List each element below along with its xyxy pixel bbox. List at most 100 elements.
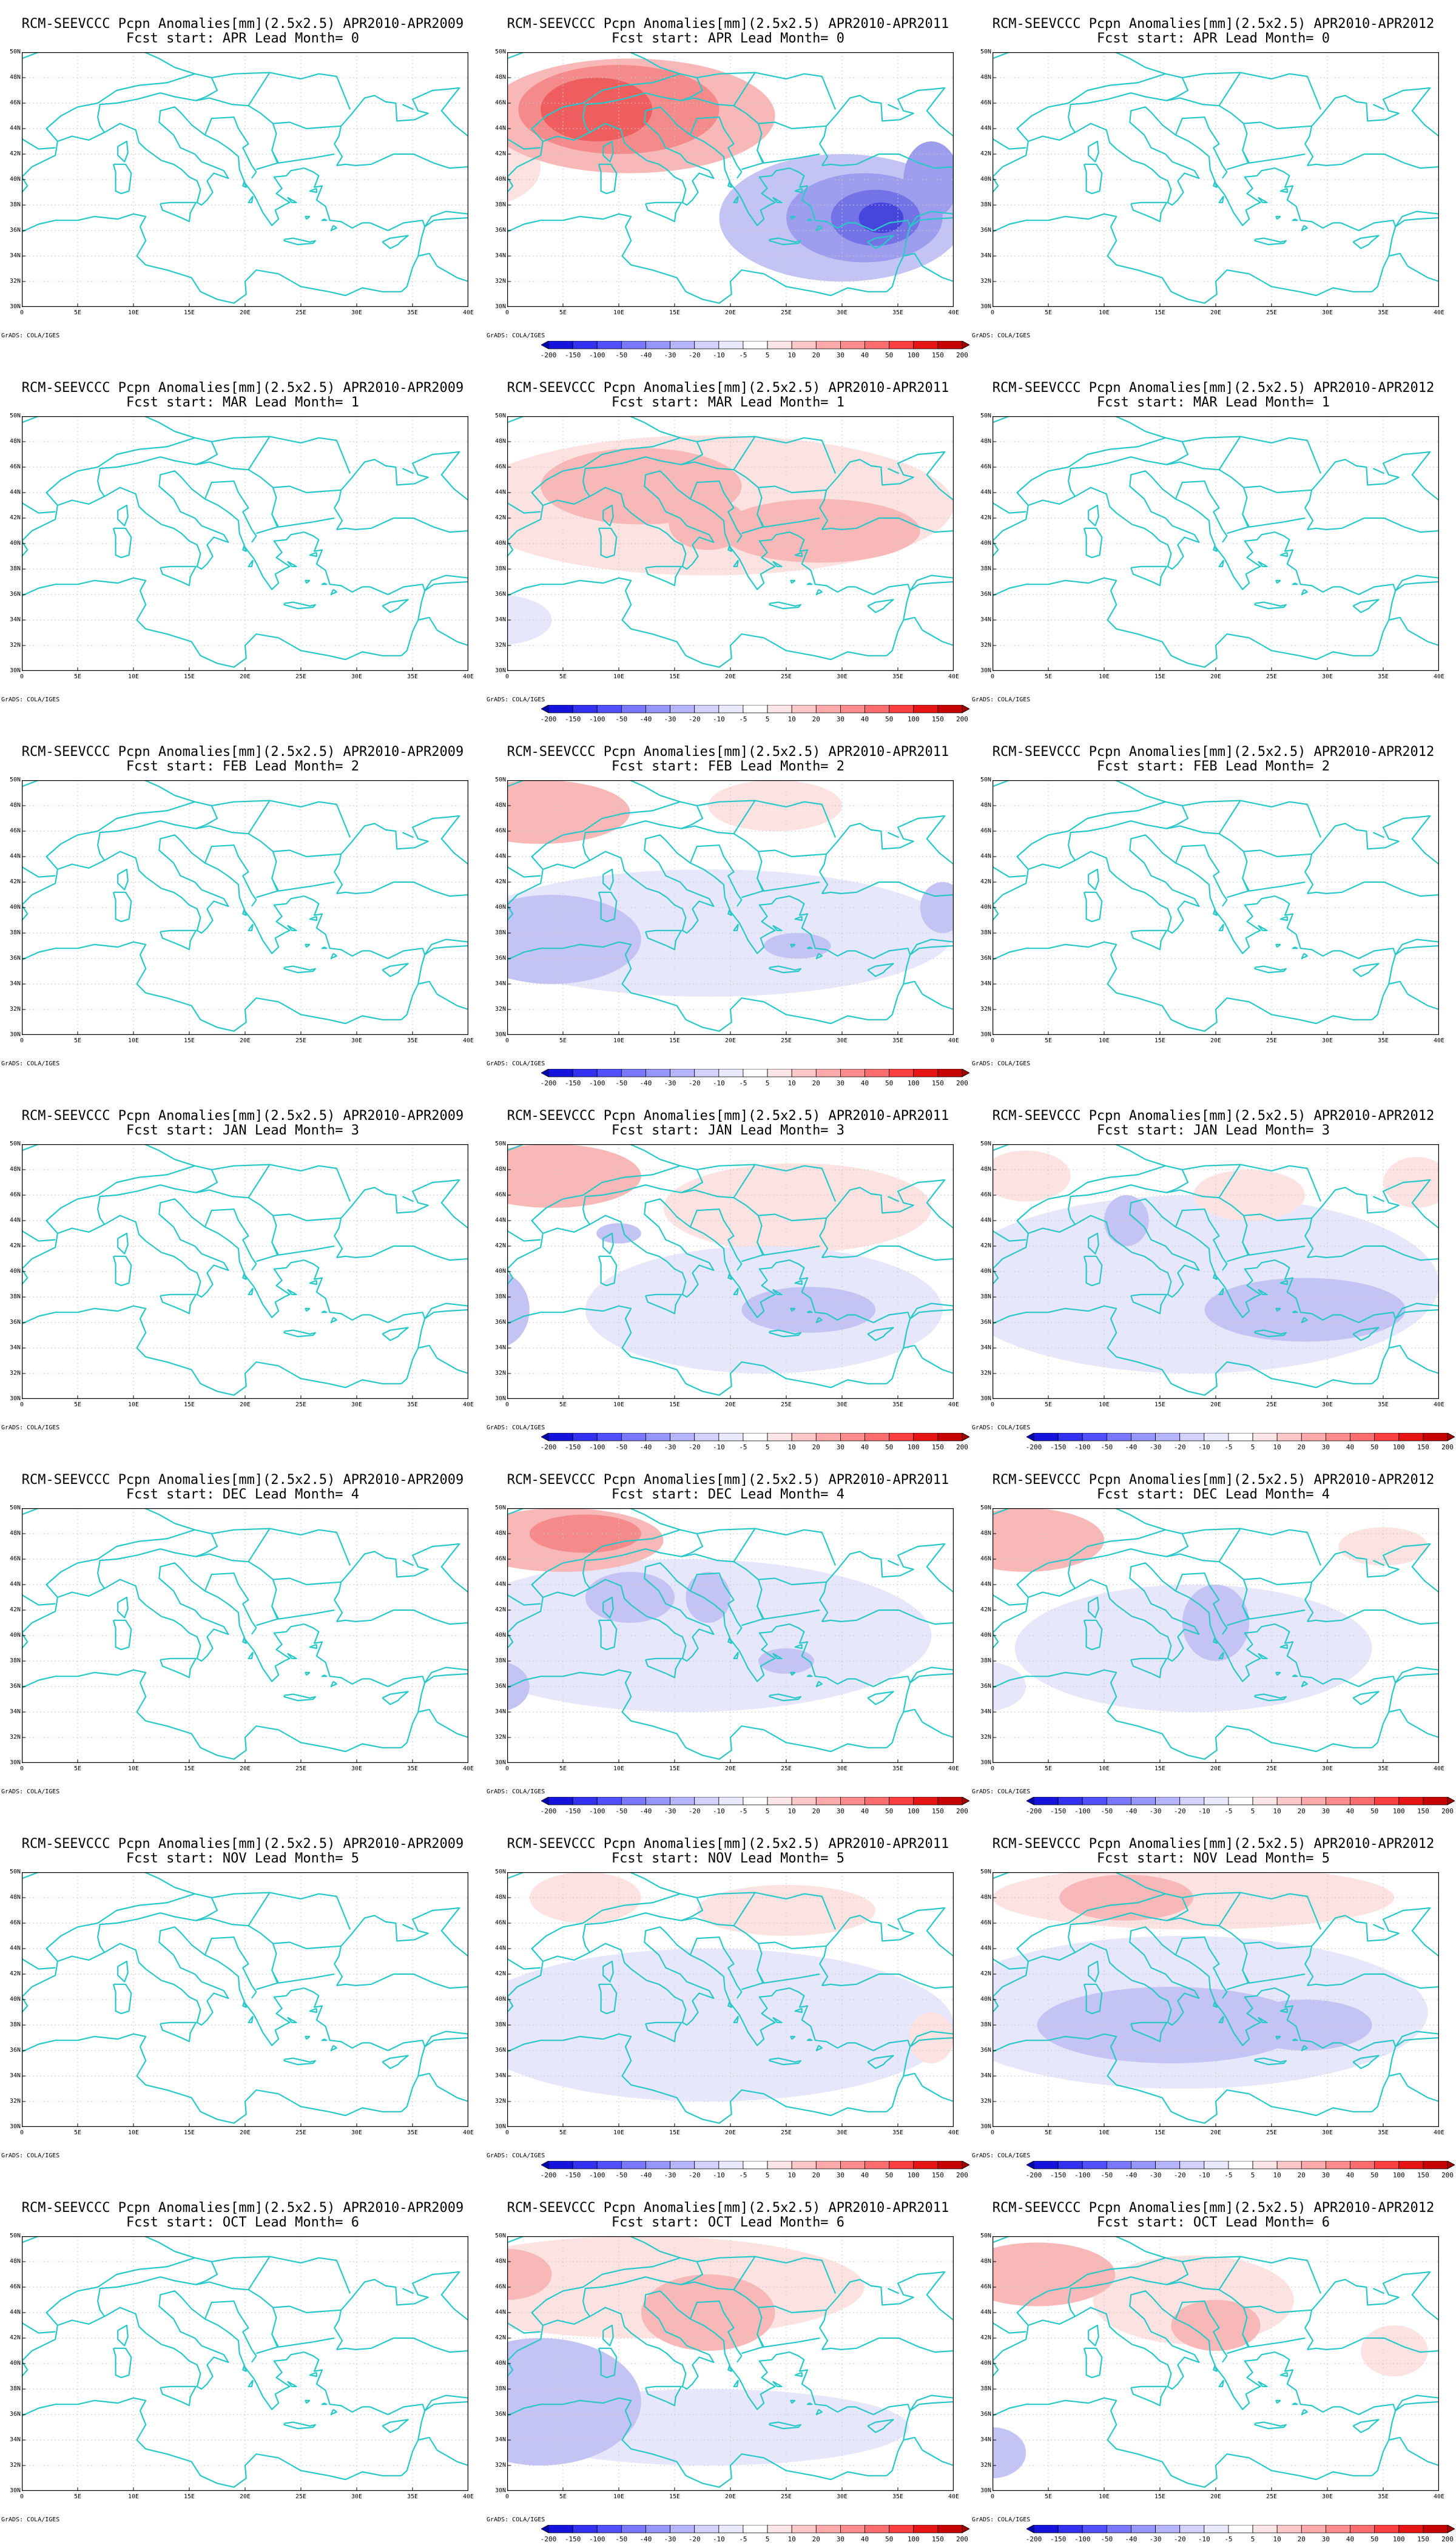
anomaly-area-negative-5 <box>596 1223 641 1244</box>
lat-tick-label: 34N <box>9 616 21 623</box>
panel-title: RCM-SEEVCCC Pcpn Anomalies[mm](2.5x2.5) … <box>21 1472 464 1488</box>
grads-credit: GrADS: COLA/IGES <box>1 1788 60 1795</box>
colorbar-label: 30 <box>837 1807 844 1815</box>
lon-tick-label: 15E <box>183 1401 195 1408</box>
lon-tick-label: 35E <box>406 309 419 316</box>
panel-subtitle: Fcst start: DEC Lead Month= 4 <box>611 1487 845 1502</box>
lon-tick-label: 30E <box>836 1037 848 1044</box>
colorbar-swatch <box>694 2161 720 2169</box>
lon-tick-label: 0 <box>505 1401 510 1408</box>
colorbar-swatch <box>889 1069 914 1077</box>
colorbar-label: 200 <box>956 1807 968 1815</box>
map-area <box>22 2236 468 2491</box>
colorbar-swatch <box>791 2161 817 2169</box>
colorbar-label: -50 <box>1100 2535 1113 2543</box>
colorbar-label: -50 <box>615 2171 627 2179</box>
lat-tick-label: 46N <box>9 99 21 106</box>
lon-tick-label: 20E <box>239 1037 251 1044</box>
colorbar-min-arrow <box>541 1797 549 1805</box>
anomaly-area-negative-5 <box>903 141 954 218</box>
colorbar-swatch <box>1228 1797 1253 1805</box>
colorbar-label: 10 <box>1273 1443 1281 1451</box>
lon-tick-label: 25E <box>1266 1401 1278 1408</box>
colorbar-label: 5 <box>1251 1443 1255 1451</box>
colorbar-swatch <box>1082 1797 1107 1805</box>
lat-tick-label: 30N <box>9 303 21 310</box>
colorbar-swatch <box>1082 2161 1107 2169</box>
map-panel-r1c2: RCM-SEEVCCC Pcpn Anomalies[mm](2.5x2.5) … <box>485 0 971 364</box>
colorbar-swatch <box>1033 1433 1059 1441</box>
colorbar-label: -40 <box>640 351 652 359</box>
lon-tick-label: 0 <box>990 1037 995 1044</box>
lat-tick-label: 30N <box>494 1395 506 1402</box>
lon-tick-label: 30E <box>836 2129 848 2136</box>
colorbar-label: 5 <box>766 2171 770 2179</box>
map-panel-r4c1: RCM-SEEVCCC Pcpn Anomalies[mm](2.5x2.5) … <box>0 1092 485 1456</box>
colorbar-label: -30 <box>1150 1443 1162 1451</box>
lat-tick-label: 40N <box>9 2360 21 2367</box>
colorbar-label: -50 <box>615 1807 627 1815</box>
map-panel-r1c3: RCM-SEEVCCC Pcpn Anomalies[mm](2.5x2.5) … <box>971 0 1456 364</box>
colorbar-label: -200 <box>1026 2171 1042 2179</box>
colorbar-label: 20 <box>1298 2535 1306 2543</box>
map-panel-r2c3: RCM-SEEVCCC Pcpn Anomalies[mm](2.5x2.5) … <box>971 364 1456 728</box>
map-area <box>507 416 954 671</box>
lon-tick-label: 0 <box>990 309 995 316</box>
panel-subtitle: Fcst start: DEC Lead Month= 4 <box>1096 1487 1330 1502</box>
colorbar-label: -20 <box>689 351 701 359</box>
lat-tick-label: 40N <box>980 1268 991 1275</box>
map-svg <box>22 1872 468 2127</box>
map-svg <box>507 1872 954 2127</box>
colorbar-swatch <box>937 705 963 713</box>
colorbar-swatch <box>645 341 670 349</box>
colorbar-min-arrow <box>541 2161 549 2169</box>
map-panel-r5c3: RCM-SEEVCCC Pcpn Anomalies[mm](2.5x2.5) … <box>971 1456 1456 1820</box>
colorbar-label: -5 <box>739 2535 747 2543</box>
colorbar-swatch <box>1350 2161 1375 2169</box>
grads-credit: GrADS: COLA/IGES <box>1 1424 60 1431</box>
colorbar-label: -100 <box>1074 2535 1091 2543</box>
colorbar-label: 50 <box>885 2171 893 2179</box>
colorbar-label: 5 <box>766 351 770 359</box>
lat-tick-label: 34N <box>494 616 506 623</box>
lat-tick-label: 44N <box>980 853 991 860</box>
lat-tick-label: 48N <box>494 438 506 445</box>
colorbar-swatch <box>913 1069 939 1077</box>
colorbar-swatch <box>621 341 646 349</box>
colorbar-label: 40 <box>861 1079 869 1087</box>
colorbar-swatch <box>1057 2161 1083 2169</box>
colorbar-label: 100 <box>908 2171 920 2179</box>
lat-tick-label: 48N <box>980 1166 991 1173</box>
lat-tick-label: 46N <box>980 463 991 470</box>
anomaly-area-negative-3 <box>741 1287 876 1333</box>
colorbar-swatch <box>1423 2525 1448 2533</box>
lat-tick-label: 30N <box>494 2123 506 2130</box>
colorbar-swatch <box>596 1797 622 1805</box>
lat-tick-label: 36N <box>9 591 21 598</box>
lon-tick-label: 0 <box>990 2493 995 2500</box>
lat-tick-label: 38N <box>494 2385 506 2392</box>
panel-subtitle: Fcst start: APR Lead Month= 0 <box>126 31 360 46</box>
lat-tick-label: 36N <box>980 227 991 234</box>
colorbar-label: 20 <box>812 2171 820 2179</box>
lat-tick-label: 36N <box>494 2047 506 2054</box>
colorbar-swatch <box>889 2161 914 2169</box>
colorbar-swatch <box>670 341 695 349</box>
colorbar-swatch <box>743 341 768 349</box>
panel-title: RCM-SEEVCCC Pcpn Anomalies[mm](2.5x2.5) … <box>21 16 464 32</box>
lat-tick-label: 44N <box>980 1581 991 1588</box>
lat-tick-label: 34N <box>980 616 991 623</box>
lon-tick-label: 0 <box>19 673 24 680</box>
lat-tick-label: 38N <box>494 929 506 936</box>
lon-tick-label: 35E <box>406 2129 419 2136</box>
colorbar-swatch <box>937 1069 963 1077</box>
lat-tick-label: 44N <box>980 1945 991 1952</box>
colorbar-swatch <box>718 1069 744 1077</box>
map-area <box>22 780 468 1035</box>
colorbar-label: 100 <box>908 2535 920 2543</box>
lat-tick-label: 50N <box>9 1505 21 1511</box>
lat-tick-label: 36N <box>494 2411 506 2418</box>
map-panel-r5c2: RCM-SEEVCCC Pcpn Anomalies[mm](2.5x2.5) … <box>485 1456 971 1820</box>
lat-tick-label: 30N <box>494 667 506 674</box>
colorbar-swatch <box>815 705 841 713</box>
